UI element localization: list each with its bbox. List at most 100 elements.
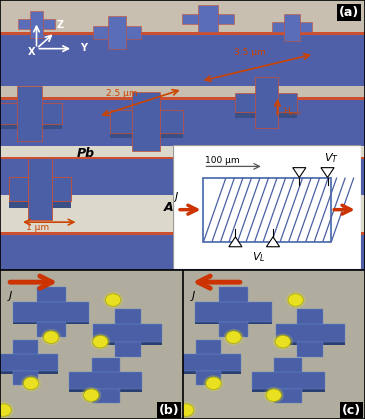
Circle shape — [178, 404, 194, 416]
Polygon shape — [219, 321, 248, 337]
Text: Al: Al — [164, 201, 178, 214]
Polygon shape — [0, 146, 365, 157]
Polygon shape — [110, 133, 182, 138]
Circle shape — [285, 292, 306, 308]
Polygon shape — [0, 0, 365, 270]
Circle shape — [266, 389, 281, 401]
Polygon shape — [18, 19, 55, 29]
Polygon shape — [284, 13, 300, 41]
Polygon shape — [198, 5, 218, 32]
Polygon shape — [276, 324, 345, 342]
Circle shape — [91, 334, 111, 350]
Polygon shape — [69, 389, 142, 392]
Text: 1 μm: 1 μm — [26, 223, 49, 232]
Text: (c): (c) — [342, 403, 361, 416]
Polygon shape — [255, 77, 278, 128]
Bar — [203, 178, 331, 242]
Polygon shape — [9, 201, 71, 208]
Polygon shape — [28, 158, 52, 220]
Polygon shape — [115, 309, 141, 324]
Polygon shape — [36, 321, 66, 337]
Polygon shape — [274, 389, 302, 403]
Polygon shape — [0, 233, 365, 235]
Text: J: J — [175, 192, 178, 202]
Polygon shape — [321, 168, 334, 178]
Polygon shape — [92, 389, 120, 403]
Polygon shape — [196, 371, 220, 385]
Text: 100 μm: 100 μm — [205, 156, 240, 165]
Polygon shape — [93, 26, 141, 39]
Polygon shape — [0, 124, 62, 129]
Text: J: J — [9, 290, 12, 300]
Polygon shape — [195, 321, 272, 324]
Text: 2.5 μm: 2.5 μm — [106, 89, 138, 98]
Circle shape — [21, 375, 41, 391]
Circle shape — [103, 292, 123, 308]
Polygon shape — [0, 371, 58, 374]
Circle shape — [176, 402, 196, 418]
Polygon shape — [0, 32, 365, 86]
Polygon shape — [252, 389, 325, 392]
Circle shape — [81, 387, 101, 403]
Polygon shape — [93, 324, 162, 342]
Polygon shape — [266, 237, 280, 247]
Circle shape — [226, 331, 241, 344]
Text: Z: Z — [57, 21, 64, 30]
Polygon shape — [17, 86, 42, 140]
Text: H$_{ext}$: H$_{ext}$ — [283, 106, 302, 118]
Circle shape — [204, 375, 223, 391]
Polygon shape — [36, 287, 66, 302]
Polygon shape — [13, 321, 89, 324]
Polygon shape — [0, 354, 58, 371]
Text: Y: Y — [80, 43, 87, 53]
Polygon shape — [13, 302, 89, 321]
Polygon shape — [252, 372, 325, 389]
Circle shape — [0, 402, 14, 418]
Polygon shape — [0, 233, 365, 270]
Circle shape — [84, 389, 99, 401]
Circle shape — [273, 334, 293, 350]
Text: (a): (a) — [338, 6, 359, 19]
Text: X: X — [27, 47, 35, 57]
Polygon shape — [69, 372, 142, 389]
Circle shape — [93, 335, 108, 348]
Circle shape — [105, 294, 121, 306]
Polygon shape — [235, 112, 297, 118]
Polygon shape — [13, 371, 38, 385]
Circle shape — [288, 294, 303, 306]
Circle shape — [0, 404, 11, 416]
Polygon shape — [110, 110, 182, 133]
Polygon shape — [195, 302, 272, 321]
Polygon shape — [297, 342, 323, 357]
Polygon shape — [92, 358, 120, 372]
Polygon shape — [30, 11, 43, 38]
Text: Pb: Pb — [77, 147, 95, 160]
Polygon shape — [115, 342, 141, 357]
Text: 3.5 μm: 3.5 μm — [234, 49, 265, 57]
Circle shape — [43, 331, 59, 344]
Polygon shape — [93, 342, 162, 345]
Polygon shape — [293, 168, 306, 178]
Polygon shape — [276, 342, 345, 345]
Text: $V_T$: $V_T$ — [324, 151, 339, 165]
Polygon shape — [175, 371, 241, 374]
Circle shape — [206, 377, 221, 390]
Polygon shape — [0, 32, 365, 35]
Circle shape — [23, 377, 39, 390]
Polygon shape — [297, 309, 323, 324]
Polygon shape — [175, 354, 241, 371]
Polygon shape — [0, 157, 365, 160]
Polygon shape — [0, 103, 62, 124]
Polygon shape — [0, 97, 365, 146]
Polygon shape — [229, 237, 242, 247]
Polygon shape — [9, 177, 71, 201]
Polygon shape — [13, 340, 38, 354]
Circle shape — [223, 329, 244, 345]
Polygon shape — [272, 22, 312, 32]
Polygon shape — [182, 14, 234, 24]
Polygon shape — [274, 358, 302, 372]
Text: $V_L$: $V_L$ — [252, 250, 266, 264]
Polygon shape — [219, 287, 248, 302]
Text: (b): (b) — [158, 403, 179, 416]
Polygon shape — [0, 194, 365, 233]
